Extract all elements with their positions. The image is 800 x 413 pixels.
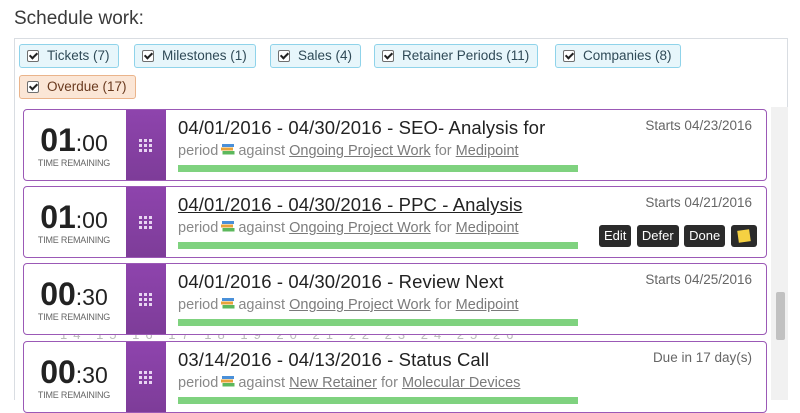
schedule-card[interactable]: 00:30 TIME REMAINING 04/01/2016 - 04/30/…	[23, 263, 767, 335]
drag-handle[interactable]	[126, 342, 166, 412]
time-remaining: 00:30 TIME REMAINING	[24, 264, 126, 334]
schedule-card[interactable]: 01:00 TIME REMAINING 04/01/2016 - 04/30/…	[23, 109, 767, 181]
hours: 00	[40, 276, 76, 312]
start-date: Starts 04/23/2016	[645, 118, 752, 133]
edit-button[interactable]: Edit	[599, 225, 632, 247]
against-text: against	[238, 220, 286, 236]
period-type: period	[178, 220, 219, 236]
time-remaining: 01:00 TIME REMAINING	[24, 110, 126, 180]
progress-bar	[178, 242, 578, 249]
checkbox-icon[interactable]	[27, 81, 39, 93]
card-title[interactable]: 03/14/2016 - 04/13/2016 - Status Call	[178, 349, 490, 370]
book-icon	[221, 375, 235, 388]
filter-label: Tickets (7)	[47, 48, 110, 63]
book-icon	[221, 220, 235, 233]
grip-icon	[139, 139, 153, 153]
minutes: :30	[75, 362, 108, 388]
project-link[interactable]: New Retainer	[289, 375, 377, 391]
client-link[interactable]: Medipoint	[455, 297, 519, 313]
minutes: :30	[75, 284, 108, 310]
schedule-card[interactable]: 00:30 TIME REMAINING 03/14/2016 - 04/13/…	[23, 341, 767, 413]
filter-tickets[interactable]: Tickets (7)	[19, 44, 119, 68]
minutes: :00	[75, 207, 108, 233]
schedule-card[interactable]: 01:00 TIME REMAINING 04/01/2016 - 04/30/…	[23, 186, 767, 258]
project-link[interactable]: Ongoing Project Work	[289, 297, 431, 313]
checkbox-icon[interactable]	[27, 50, 39, 62]
filter-label: Retainer Periods (11)	[402, 48, 530, 63]
client-link[interactable]: Molecular Devices	[401, 375, 521, 391]
card-title[interactable]: 04/01/2016 - 04/30/2016 - SEO- Analysis …	[178, 117, 546, 138]
drag-handle[interactable]	[126, 187, 166, 257]
time-remaining-label: TIME REMAINING	[37, 158, 111, 168]
project-link[interactable]: Ongoing Project Work	[289, 220, 431, 236]
progress-bar	[178, 397, 578, 404]
card-subtitle: period against Ongoing Project Work for M…	[178, 297, 519, 313]
scrollbar[interactable]	[771, 107, 788, 400]
card-actions: Edit Defer Done	[599, 225, 757, 247]
period-type: period	[178, 297, 219, 313]
client-link[interactable]: Medipoint	[455, 143, 519, 159]
hours: 01	[40, 122, 76, 158]
time-remaining-label: TIME REMAINING	[37, 390, 111, 400]
filter-label: Milestones (1)	[162, 48, 247, 63]
filter-retainer-periods[interactable]: Retainer Periods (11)	[374, 44, 539, 68]
done-button[interactable]: Done	[684, 225, 726, 247]
time-remaining: 01:00 TIME REMAINING	[24, 187, 126, 257]
card-title[interactable]: 04/01/2016 - 04/30/2016 - Review Next	[178, 271, 504, 292]
hours: 01	[40, 199, 76, 235]
grip-icon	[139, 371, 153, 385]
period-type: period	[178, 375, 219, 391]
filter-label: Sales (4)	[298, 48, 353, 63]
note-button[interactable]	[730, 225, 757, 247]
card-subtitle: period against New Retainer for Molecular…	[178, 375, 520, 391]
drag-handle[interactable]	[126, 264, 166, 334]
filter-sales[interactable]: Sales (4)	[270, 44, 362, 68]
against-text: against	[238, 375, 286, 391]
defer-button[interactable]: Defer	[636, 225, 679, 247]
progress-bar	[178, 165, 578, 172]
card-subtitle: period against Ongoing Project Work for M…	[178, 220, 519, 236]
checkbox-icon[interactable]	[278, 50, 290, 62]
checkbox-icon[interactable]	[142, 50, 154, 62]
for-text: for	[380, 375, 398, 391]
drag-handle[interactable]	[126, 110, 166, 180]
minutes: :00	[75, 130, 108, 156]
page-title: Schedule work:	[14, 8, 144, 29]
project-link[interactable]: Ongoing Project Work	[289, 143, 431, 159]
for-text: for	[434, 143, 452, 159]
filter-milestones[interactable]: Milestones (1)	[134, 44, 256, 68]
book-icon	[221, 143, 235, 156]
card-subtitle: period against Ongoing Project Work for M…	[178, 143, 519, 159]
grip-icon	[139, 216, 153, 230]
against-text: against	[238, 297, 286, 313]
filter-overdue[interactable]: Overdue (17)	[19, 75, 136, 99]
hours: 00	[40, 354, 76, 390]
period-type: period	[178, 143, 219, 159]
against-text: against	[238, 143, 286, 159]
time-remaining: 00:30 TIME REMAINING	[24, 342, 126, 412]
filter-label: Overdue (17)	[47, 79, 127, 94]
scrollbar-thumb[interactable]	[776, 292, 785, 340]
client-link[interactable]: Medipoint	[455, 220, 519, 236]
time-remaining-label: TIME REMAINING	[37, 235, 111, 245]
sticky-note-icon	[736, 229, 751, 243]
filter-label: Companies (8)	[583, 48, 672, 63]
start-date: Starts 04/21/2016	[645, 195, 752, 210]
start-date: Starts 04/25/2016	[645, 272, 752, 287]
grip-icon	[139, 293, 153, 307]
due-date: Due in 17 day(s)	[652, 350, 752, 365]
time-remaining-label: TIME REMAINING	[37, 312, 111, 322]
filter-companies[interactable]: Companies (8)	[555, 44, 681, 68]
book-icon	[221, 297, 235, 310]
checkbox-icon[interactable]	[382, 50, 394, 62]
progress-bar	[178, 319, 578, 326]
card-title[interactable]: 04/01/2016 - 04/30/2016 - PPC - Analysis	[178, 194, 523, 215]
for-text: for	[434, 220, 452, 236]
for-text: for	[434, 297, 452, 313]
checkbox-icon[interactable]	[563, 50, 575, 62]
